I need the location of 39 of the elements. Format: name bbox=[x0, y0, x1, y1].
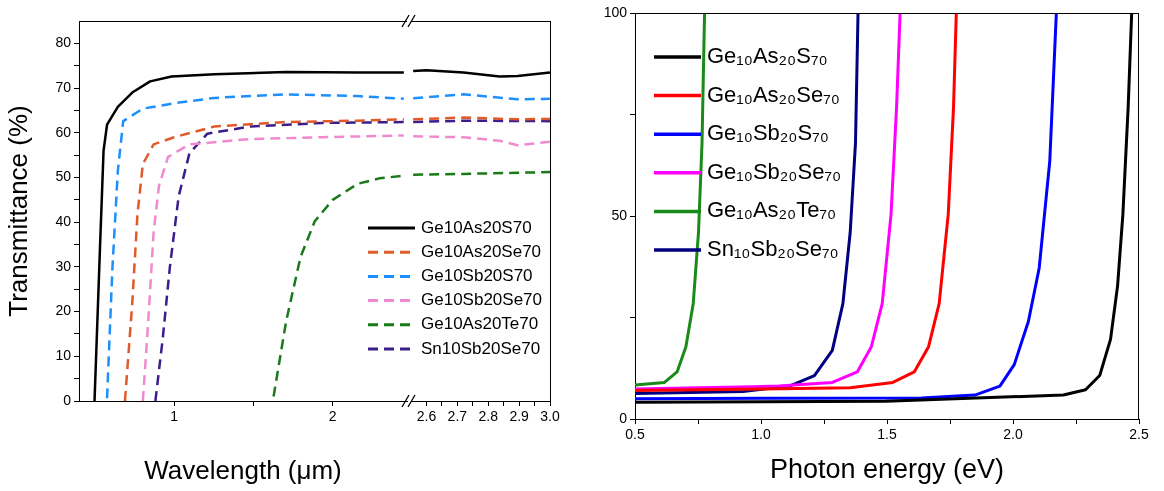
legend-label: Ge₁₀As₂₀Te₇₀ bbox=[707, 197, 837, 223]
y-tick-label: 50 bbox=[611, 206, 628, 223]
x-tick-label: 0.5 bbox=[625, 426, 645, 443]
y-tick-label: 40 bbox=[55, 213, 72, 230]
y-tick-label: 10 bbox=[55, 347, 72, 364]
legend-label: Ge₁₀Sb₂₀Se₇₀ bbox=[707, 158, 842, 184]
y-tick-label: 80 bbox=[55, 34, 72, 51]
legend-label: Ge10As20Te70 bbox=[421, 314, 539, 334]
legend-label: Ge₁₀Sb₂₀S₇₀ bbox=[707, 120, 829, 146]
legend-label: Ge10As20S70 bbox=[421, 217, 532, 237]
legend-label: Sn₁₀Sb₂₀Se₇₀ bbox=[707, 236, 839, 262]
y-tick-label: 50 bbox=[55, 168, 72, 185]
y-tick-label: 70 bbox=[55, 78, 72, 95]
x-tick-label: 2.5 bbox=[1129, 426, 1149, 443]
legend-label: Sn10Sb20Se70 bbox=[421, 338, 541, 358]
x-axis-title: Photon energy (eV) bbox=[769, 454, 1005, 485]
x-tick-label: 3.0 bbox=[540, 408, 560, 425]
y-tick-label: 100 bbox=[603, 3, 628, 20]
x-tick-label: 2.9 bbox=[509, 408, 530, 425]
legend-label: Ge₁₀As₂₀S₇₀ bbox=[707, 43, 828, 69]
x-tick-label: 1 bbox=[170, 408, 179, 425]
y-tick-label: 0 bbox=[619, 409, 628, 426]
x-tick-label: 2.8 bbox=[478, 408, 499, 425]
x-tick-label: 1.5 bbox=[877, 426, 897, 443]
legend-label: Ge10Sb20S70 bbox=[421, 266, 533, 286]
x-tick-label: 2.7 bbox=[447, 408, 468, 425]
x-axis-title: Wavelength (μm) bbox=[144, 454, 342, 485]
y-tick-label: 30 bbox=[55, 257, 72, 274]
legend-label: Ge₁₀As₂₀Se₇₀ bbox=[707, 81, 840, 107]
y-tick-label: 60 bbox=[55, 123, 72, 140]
x-tick-label: 1.0 bbox=[751, 426, 771, 443]
legend-label: Ge10Sb20Se70 bbox=[421, 290, 543, 310]
y-tick-label: 20 bbox=[55, 302, 72, 319]
y-tick-label: 0 bbox=[63, 391, 72, 408]
x-tick-label: 2.6 bbox=[416, 408, 437, 425]
x-tick-label: 2.0 bbox=[1003, 426, 1023, 443]
legend-label: Ge10As20Se70 bbox=[421, 241, 542, 261]
y-axis-title: Transmittance (%) bbox=[2, 105, 33, 317]
x-tick-label: 2 bbox=[328, 408, 337, 425]
